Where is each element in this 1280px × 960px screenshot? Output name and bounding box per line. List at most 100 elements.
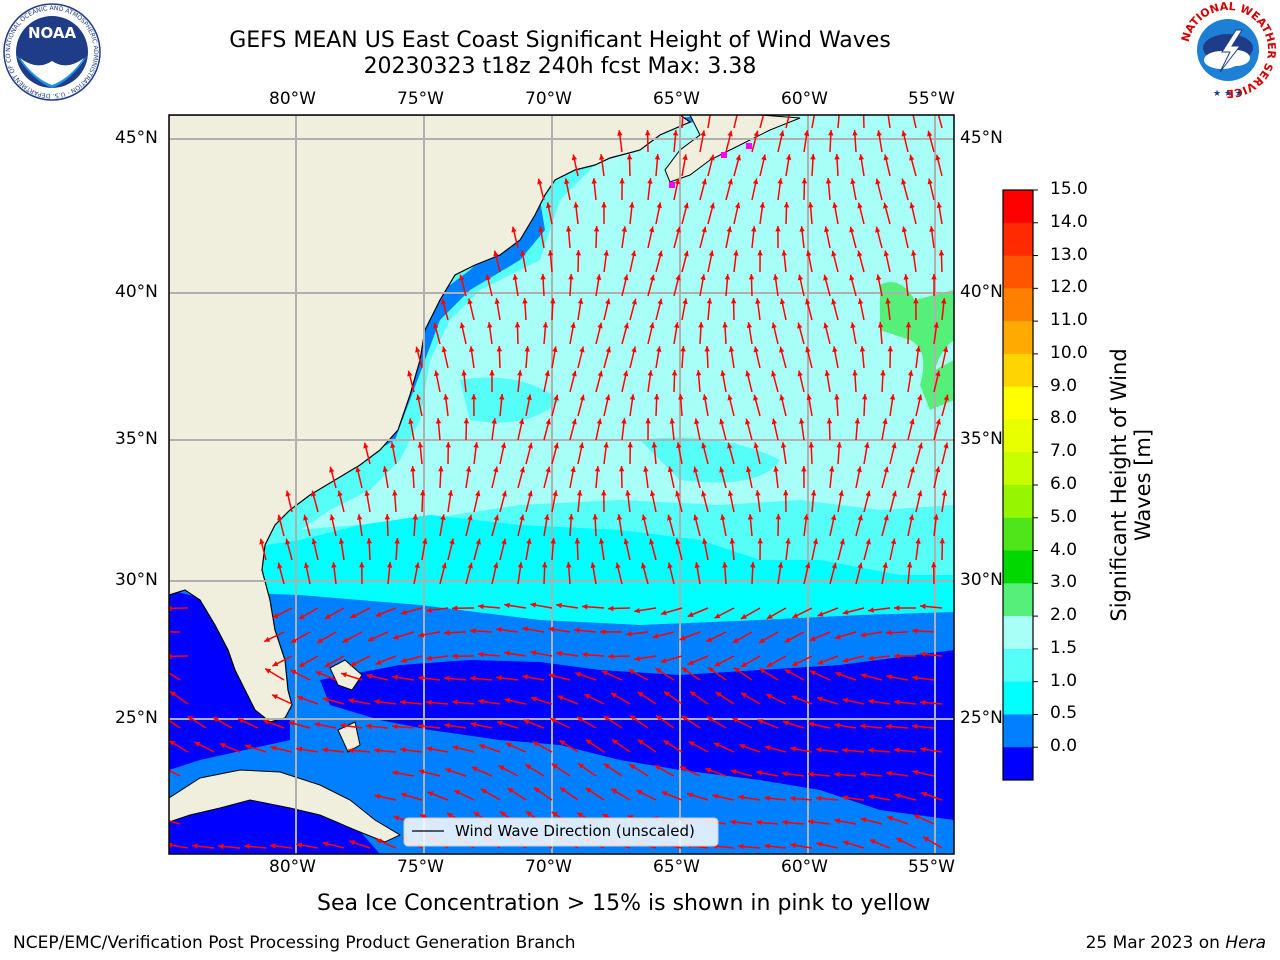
wind-wave-arrowhead: [461, 370, 467, 376]
wind-wave-arrowhead: [883, 250, 890, 257]
wind-wave-arrowhead: [805, 346, 811, 353]
wind-wave-arrowhead: [489, 370, 495, 376]
wind-wave-arrowhead: [906, 562, 913, 568]
wind-wave-arrowhead: [816, 841, 823, 848]
colorbar-tick-label: 3.0: [1050, 572, 1078, 593]
nws-logo: NATIONAL WEATHER SERVICE ★ ★ ★: [1178, 0, 1278, 100]
wind-wave-arrowhead: [533, 787, 540, 793]
wind-wave-arrowhead: [238, 718, 245, 724]
wind-wave-arrowhead: [894, 653, 900, 659]
wind-wave-arrowhead: [808, 721, 815, 728]
wind-wave-arrowhead: [496, 720, 503, 726]
wind-wave-arrow: [937, 115, 943, 129]
wind-wave-arrowhead: [875, 226, 881, 233]
wind-wave-arrowhead: [390, 442, 396, 449]
wind-wave-arrowhead: [551, 811, 558, 818]
wind-wave-arrowhead: [933, 514, 939, 520]
wind-wave-arrowhead: [868, 698, 874, 705]
colorbar-tick-label: 1.5: [1050, 637, 1078, 658]
wind-wave-arrowhead: [673, 322, 680, 328]
wind-wave-arrowhead: [501, 490, 507, 497]
wind-wave-arrowhead: [400, 609, 407, 615]
land-north-america: [169, 115, 692, 723]
colorbar-tick-label: 13.0: [1050, 244, 1088, 265]
wind-wave-arrowhead: [575, 250, 582, 256]
wind-wave-arrowhead: [285, 538, 291, 545]
wind-wave-arrowhead: [410, 466, 416, 472]
wind-wave-arrowhead: [366, 538, 372, 544]
wind-wave-arrowhead: [823, 322, 829, 329]
colorbar-segment: [1003, 386, 1033, 420]
wind-wave-arrowhead: [571, 370, 577, 377]
wind-wave-arrowhead: [649, 274, 655, 281]
wind-wave-arrowhead: [160, 766, 166, 771]
wind-wave-arrowhead: [667, 466, 674, 473]
wind-wave-arrowhead: [412, 514, 418, 520]
wind-wave-arrowhead: [519, 514, 525, 521]
longitude-label-top: 65°W: [653, 89, 700, 109]
wind-wave-arrowhead: [733, 250, 739, 256]
wind-wave-arrowhead: [864, 442, 870, 449]
wind-wave-arrowhead: [441, 298, 447, 305]
wind-wave-arrowhead: [651, 442, 658, 448]
longitude-label-bottom: 70°W: [525, 857, 572, 877]
wind-wave-arrowhead: [727, 490, 734, 497]
wind-wave-arrowhead: [649, 322, 655, 329]
wind-wave-arrowhead: [459, 274, 465, 281]
wind-wave-arrowhead: [667, 562, 673, 569]
wind-wave-arrowhead: [757, 538, 763, 544]
wind-wave-arrowhead: [667, 514, 673, 521]
wind-wave-arrowhead: [908, 514, 915, 521]
wind-wave-arrowhead: [559, 740, 566, 746]
wind-wave-arrowhead: [682, 298, 688, 305]
wind-wave-arrowhead: [426, 699, 432, 706]
wind-wave-arrowhead: [634, 607, 640, 614]
wind-wave-arrowhead: [526, 538, 532, 545]
wind-wave-arrowhead: [418, 632, 425, 638]
wind-wave-arrowhead: [277, 562, 283, 569]
wind-wave-arrowhead: [913, 298, 919, 304]
wind-wave-arrowhead: [218, 843, 224, 850]
wind-wave-arrowhead: [329, 514, 335, 521]
wind-wave-arrowhead: [511, 226, 517, 233]
wind-wave-arrowhead: [720, 514, 726, 521]
wind-wave-arrowhead: [480, 788, 487, 795]
wind-wave-arrowhead: [803, 514, 809, 520]
wind-wave-arrowhead: [753, 394, 759, 401]
wind-wave-arrowhead: [538, 226, 544, 233]
wind-wave-arrowhead: [806, 250, 812, 257]
wind-wave-arrowhead: [322, 697, 329, 703]
wind-wave-arrowhead: [700, 274, 706, 281]
wind-wave-arrowhead: [797, 274, 804, 281]
wind-wave-arrowhead: [782, 720, 789, 726]
wind-wave-arrowhead: [824, 370, 831, 376]
wind-wave-arrowhead: [392, 770, 399, 776]
colorbar-segment: [1003, 288, 1033, 322]
wind-wave-arrowhead: [611, 788, 618, 794]
wind-wave-arrowhead: [341, 672, 347, 678]
wind-wave-arrowhead: [407, 370, 413, 377]
wind-wave-arrowhead: [792, 660, 799, 666]
latitude-label-left: 35°N: [115, 429, 158, 449]
wind-wave-arrowhead: [775, 226, 781, 232]
wind-wave-arrowhead: [839, 538, 845, 545]
wind-wave-arrowhead: [392, 490, 398, 496]
wind-wave-arrowhead: [443, 394, 449, 400]
wind-wave-arrowhead: [701, 178, 707, 185]
longitude-label-top: 60°W: [781, 89, 828, 109]
wind-wave-arrowhead: [322, 747, 328, 753]
wind-wave-arrowhead: [842, 795, 848, 801]
wind-wave-arrowhead: [601, 202, 607, 208]
wind-wave-arrowhead: [162, 716, 168, 721]
wind-wave-arrowhead: [626, 154, 633, 160]
wind-wave-arrowhead: [816, 747, 822, 753]
wind-wave-arrowhead: [655, 715, 662, 721]
wind-wave-arrowhead: [850, 322, 856, 329]
wind-wave-arrowhead: [577, 763, 584, 769]
wind-wave-arrowhead: [862, 394, 868, 400]
wind-wave-arrowhead: [732, 718, 739, 723]
wind-wave-arrowhead: [735, 154, 741, 161]
wind-wave-arrowhead: [675, 490, 681, 497]
wind-wave-arrowhead: [880, 370, 886, 376]
wind-wave-arrowhead: [661, 791, 668, 797]
